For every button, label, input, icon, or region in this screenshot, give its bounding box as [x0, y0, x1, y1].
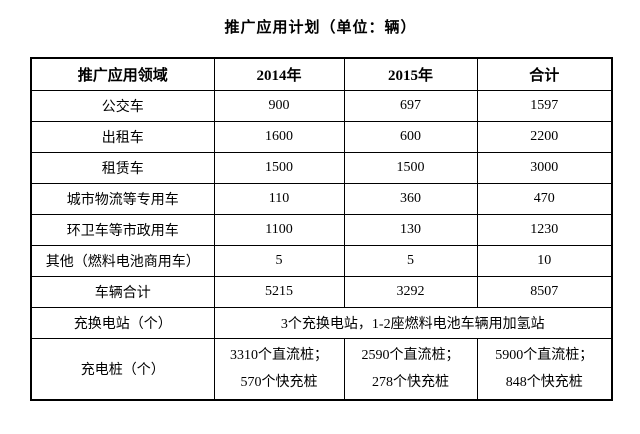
pile-total-line2: 848个快充桩 [505, 374, 583, 390]
column-header-2015: 2015年 [343, 57, 478, 91]
row-label: 环卫车等市政用车 [30, 213, 215, 246]
row-label: 充换电站（个） [30, 306, 215, 339]
pile-2015-line1: 2590个直流桩； [361, 347, 460, 363]
cell-2014: 3310个直流桩； 570个快充桩 [213, 337, 345, 401]
cell-total: 8507 [476, 275, 613, 308]
cell-2015: 360 [343, 182, 478, 215]
column-header-field: 推广应用领域 [30, 57, 215, 91]
row-label: 城市物流等专用车 [30, 182, 215, 215]
cell-2015: 3292 [343, 275, 478, 308]
row-label: 出租车 [30, 120, 215, 153]
pile-2014-line1: 3310个直流桩； [230, 347, 328, 363]
cell-total: 1230 [476, 213, 613, 246]
pile-2014-line2: 570个快充桩 [240, 374, 318, 390]
cell-2015: 697 [343, 89, 478, 122]
table-header-row: 推广应用领域 2014年 2015年 合计 [30, 57, 613, 91]
cell-total: 2200 [476, 120, 613, 153]
cell-total: 3000 [476, 151, 613, 184]
cell-total: 10 [476, 244, 613, 277]
cell-2014: 900 [213, 89, 345, 122]
cell-total: 1597 [476, 89, 613, 122]
table-row-bus: 公交车 900 697 1597 [30, 89, 613, 122]
cell-2015: 2590个直流桩； 278个快充桩 [343, 337, 478, 401]
cell-total: 470 [476, 182, 613, 215]
cell-2014: 1500 [213, 151, 345, 184]
pile-2015-line2: 278个快充桩 [372, 374, 449, 390]
cell-total: 5900个直流桩； 848个快充桩 [476, 337, 613, 401]
row-label: 租赁车 [30, 151, 215, 184]
cell-2014: 1600 [213, 120, 345, 153]
row-label: 车辆合计 [30, 275, 215, 308]
cell-2015: 130 [343, 213, 478, 246]
table-row-vehicle-total: 车辆合计 5215 3292 8507 [30, 275, 613, 308]
row-label: 公交车 [30, 89, 215, 122]
table-row-pile: 充电桩（个） 3310个直流桩； 570个快充桩 2590个直流桩； 278个快… [30, 337, 613, 401]
cell-2014: 1100 [213, 213, 345, 246]
table-row-sanitation: 环卫车等市政用车 1100 130 1230 [30, 213, 613, 246]
table-row-rental: 租赁车 1500 1500 3000 [30, 151, 613, 184]
cell-2014: 110 [213, 182, 345, 215]
cell-2014: 5 [213, 244, 345, 277]
cell-2015: 1500 [343, 151, 478, 184]
page-title: 推广应用计划（单位：辆） [224, 20, 417, 36]
table-row-station: 充换电站（个） 3个充换电站，1-2座燃料电池车辆用加氢站 [30, 306, 613, 339]
row-label: 其他（燃料电池商用车） [30, 244, 215, 277]
table-row-taxi: 出租车 1600 600 2200 [30, 120, 613, 153]
row-label: 充电桩（个） [30, 337, 215, 401]
cell-2015: 5 [343, 244, 478, 277]
pile-total-line1: 5900个直流桩； [495, 347, 594, 363]
table-row-logistics: 城市物流等专用车 110 360 470 [30, 182, 613, 215]
station-merged-cell: 3个充换电站，1-2座燃料电池车辆用加氢站 [213, 306, 613, 339]
column-header-2014: 2014年 [213, 57, 345, 91]
column-header-total: 合计 [476, 57, 613, 91]
promotion-plan-table: 推广应用领域 2014年 2015年 合计 公交车 900 697 1597 出… [30, 57, 613, 401]
table-row-other: 其他（燃料电池商用车） 5 5 10 [30, 244, 613, 277]
cell-2015: 600 [343, 120, 478, 153]
cell-2014: 5215 [213, 275, 345, 308]
